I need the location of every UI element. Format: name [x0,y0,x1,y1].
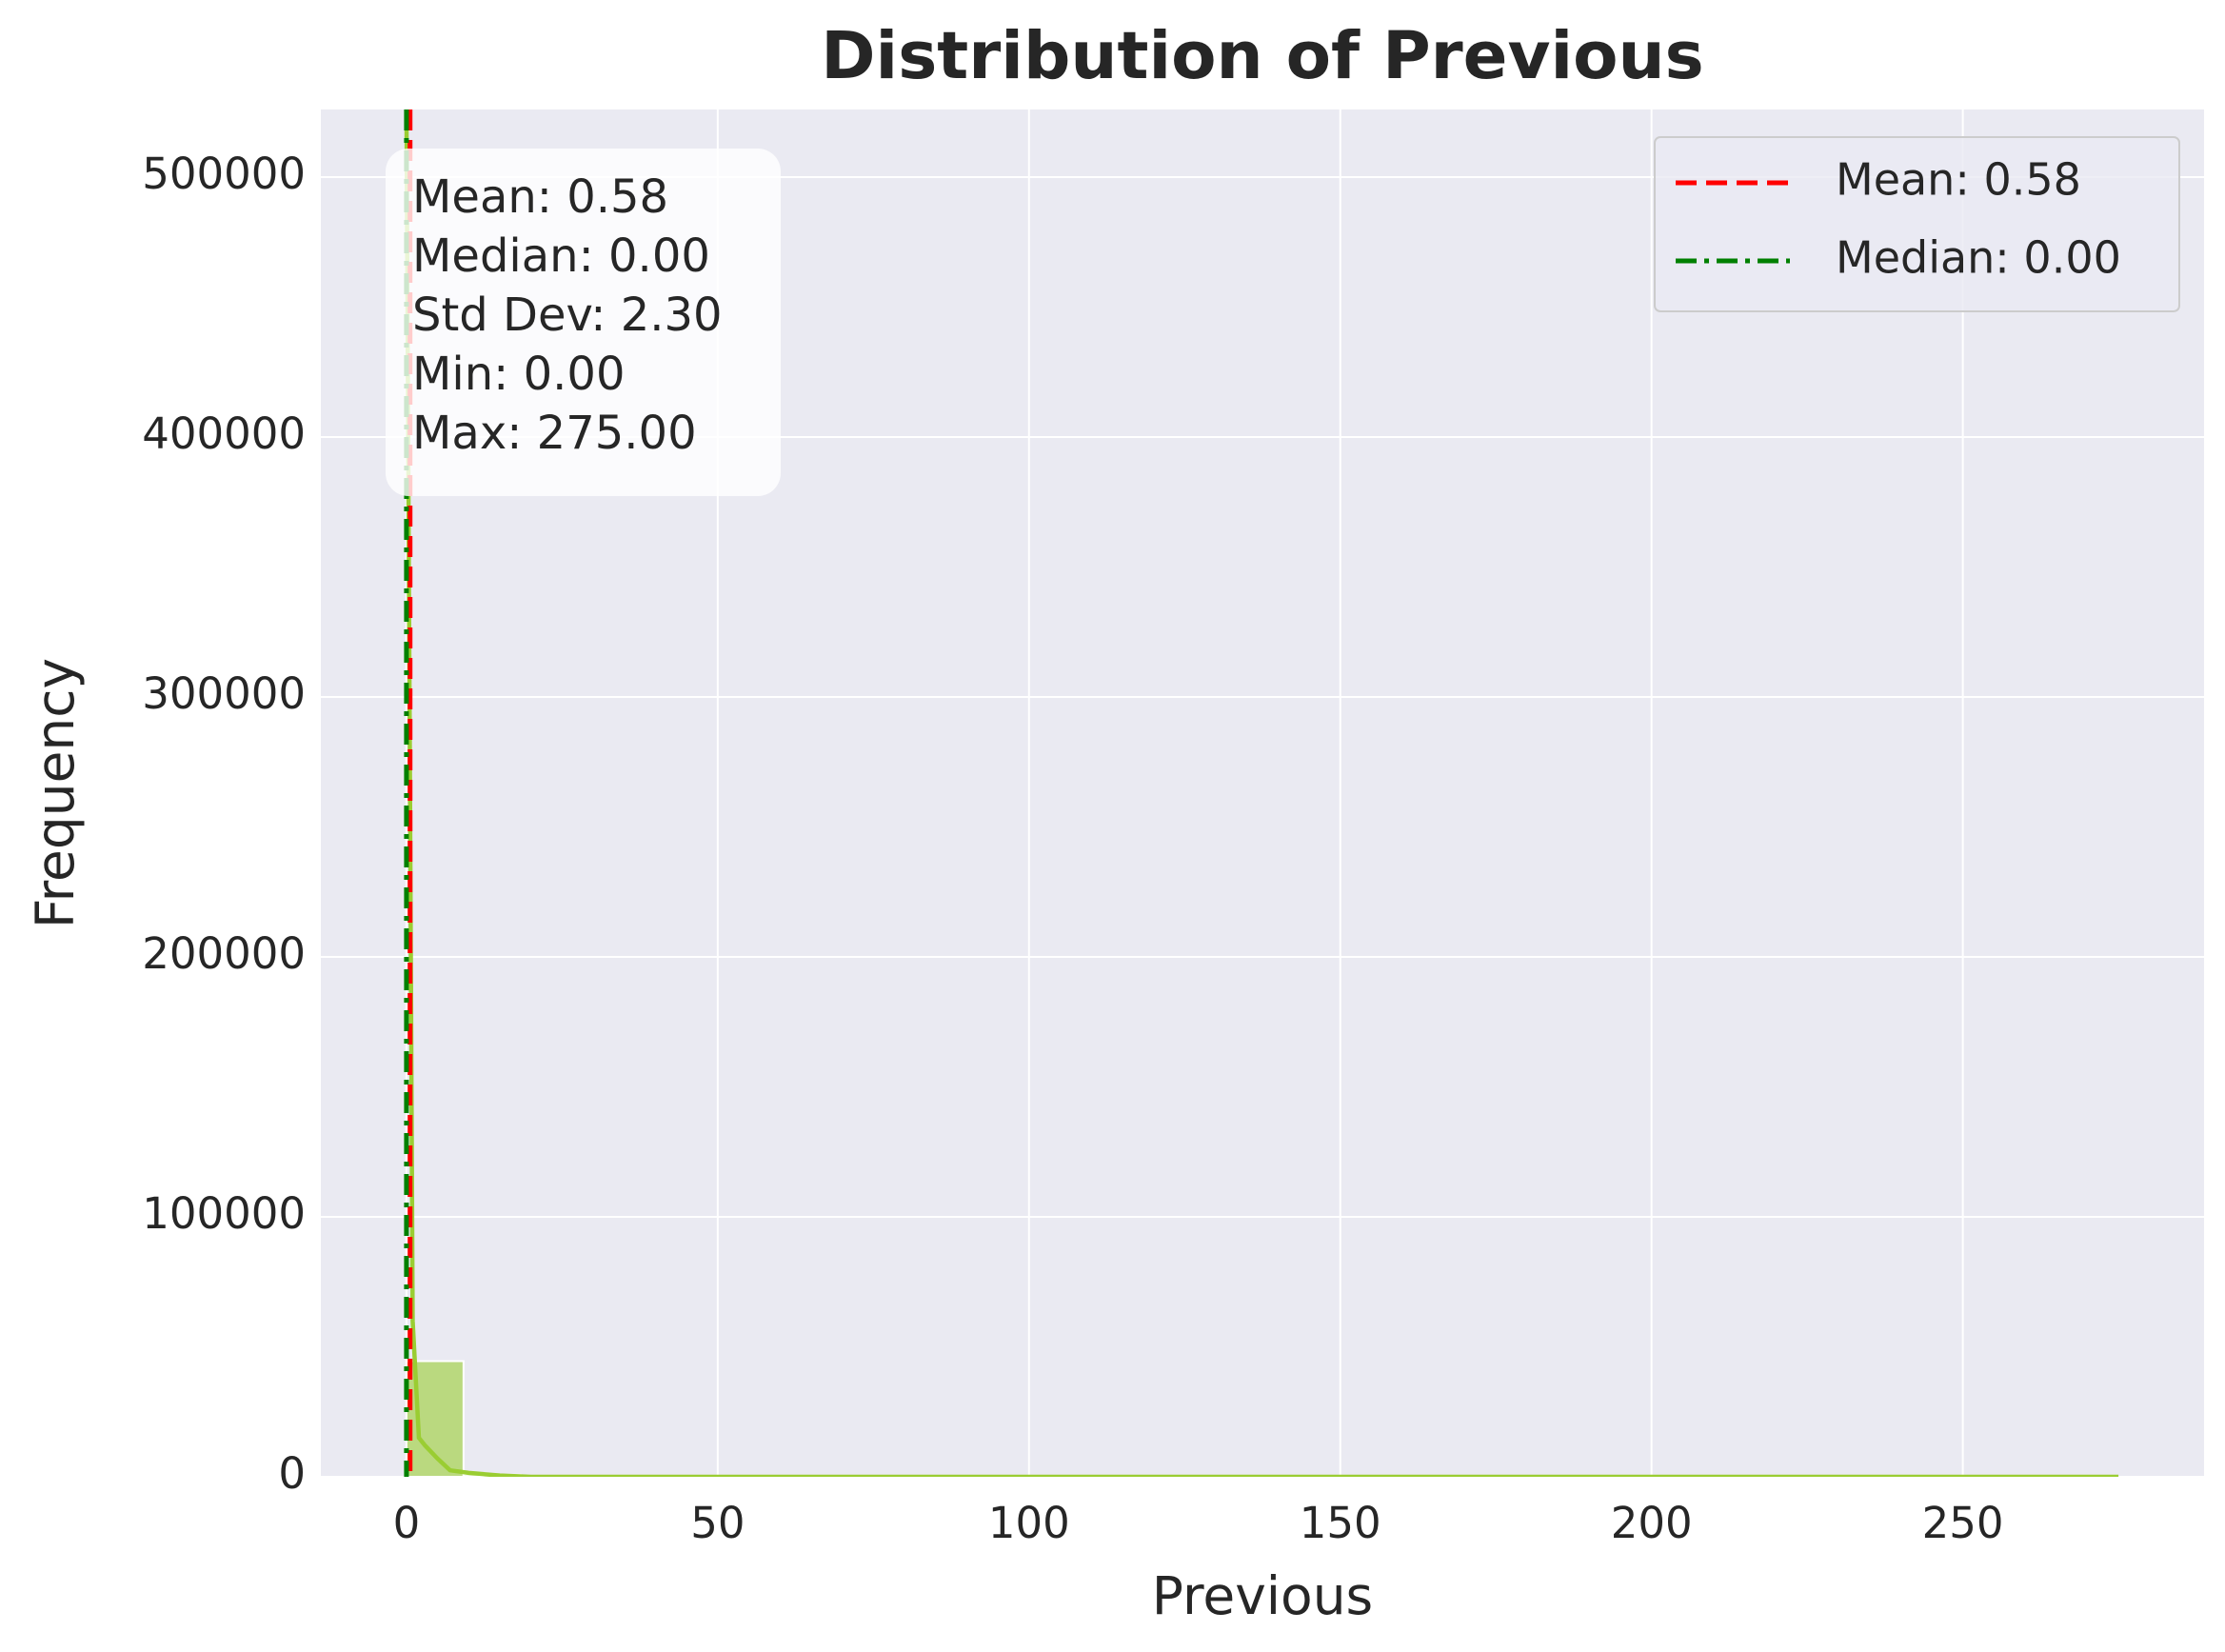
y-axis-label: Frequency [25,658,86,928]
y-tick-label: 300000 [142,668,306,719]
y-tick-label: 200000 [142,928,306,979]
x-tick-label: 100 [988,1498,1070,1548]
x-tick-label: 0 [393,1498,421,1548]
legend-label: Median: 0.00 [1836,232,2121,284]
stats-text: Median: 0.00 [412,229,710,283]
stats-text: Max: 275.00 [412,407,697,460]
y-tick-label: 500000 [142,149,306,199]
stats-text: Min: 0.00 [412,348,625,401]
x-tick-label: 50 [690,1498,745,1548]
x-tick-label: 200 [1611,1498,1693,1548]
stats-box [386,149,781,496]
y-tick-label: 0 [278,1448,306,1499]
stats-text: Mean: 0.58 [412,170,668,224]
x-tick-label: 150 [1300,1498,1381,1548]
stats-text: Std Dev: 2.30 [412,289,723,342]
labels: 0 100000 200000 300000 400000 500000 0 50 100 150… [142,136,2180,1548]
y-tick-label: 400000 [142,408,306,459]
x-axis-label: Previous [1152,1565,1373,1626]
y-tick-label: 100000 [142,1188,306,1239]
chart-title: Distribution of Previous [821,18,1703,94]
x-tick-label: 250 [1922,1498,2004,1548]
legend-label: Mean: 0.58 [1836,154,2081,206]
